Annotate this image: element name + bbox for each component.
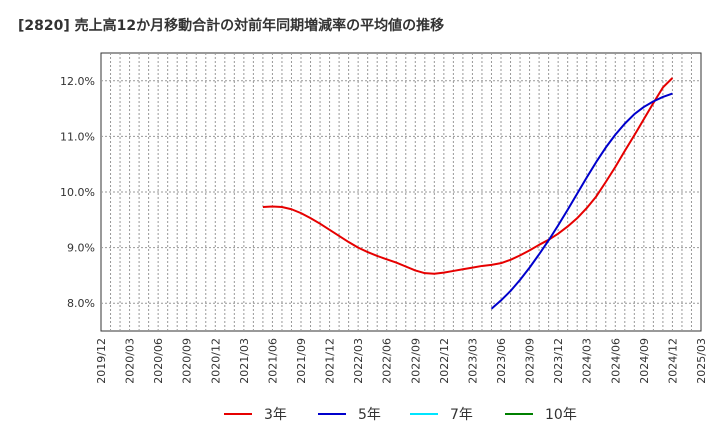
x-tick-label: 2024/03 [581,338,594,384]
x-tick-label: 2020/12 [209,338,222,384]
y-tick-label: 9.0% [67,242,95,255]
y-axis: 8.0% 9.0% 10.0% 11.0% 12.0% [60,75,95,310]
x-tick-label: 2024/09 [638,338,651,384]
x-tick-label: 2021/09 [295,338,308,384]
y-tick-label: 8.0% [67,297,95,310]
x-tick-label: 2023/12 [552,338,565,384]
x-tick-label: 2022/06 [381,338,394,384]
x-tick-label: 2022/09 [409,338,422,384]
x-tick-label: 2021/06 [266,338,279,384]
x-tick-label: 2020/06 [152,338,165,384]
legend-label-10年: 10年 [545,407,577,423]
legend-label-7年: 7年 [450,407,473,423]
grid [101,53,701,331]
x-tick-label: 2023/09 [524,338,537,384]
x-axis: 2019/12 2020/03 2020/06 2020/09 2020/12 2021/… [95,338,708,384]
x-tick-label: 2023/06 [495,338,508,384]
legend: 3年 5年 7年 10年 [224,407,577,423]
x-tick-label: 2022/03 [352,338,365,384]
x-tick-label: 2024/12 [666,338,679,384]
y-tick-label: 12.0% [60,75,95,88]
series-line-3年 [262,77,674,275]
legend-label-5年: 5年 [358,407,381,423]
x-tick-label: 2024/06 [609,338,622,384]
x-tick-label: 2021/12 [324,338,337,384]
series-line-5年 [490,92,673,310]
chart-title: [2820] 売上高12か月移動合計の対前年同期増減率の平均値の推移 [18,17,444,34]
x-tick-label: 2020/09 [181,338,194,384]
x-tick-label: 2025/03 [695,338,708,384]
x-tick-label: 2023/03 [466,338,479,384]
x-tick-label: 2020/03 [124,338,137,384]
x-tick-label: 2022/12 [438,338,451,384]
legend-label-3年: 3年 [264,407,287,423]
y-tick-label: 10.0% [60,186,95,199]
y-tick-label: 11.0% [60,130,95,143]
x-tick-label: 2019/12 [95,338,108,384]
x-tick-label: 2021/03 [238,338,251,384]
series-lines [262,77,674,310]
